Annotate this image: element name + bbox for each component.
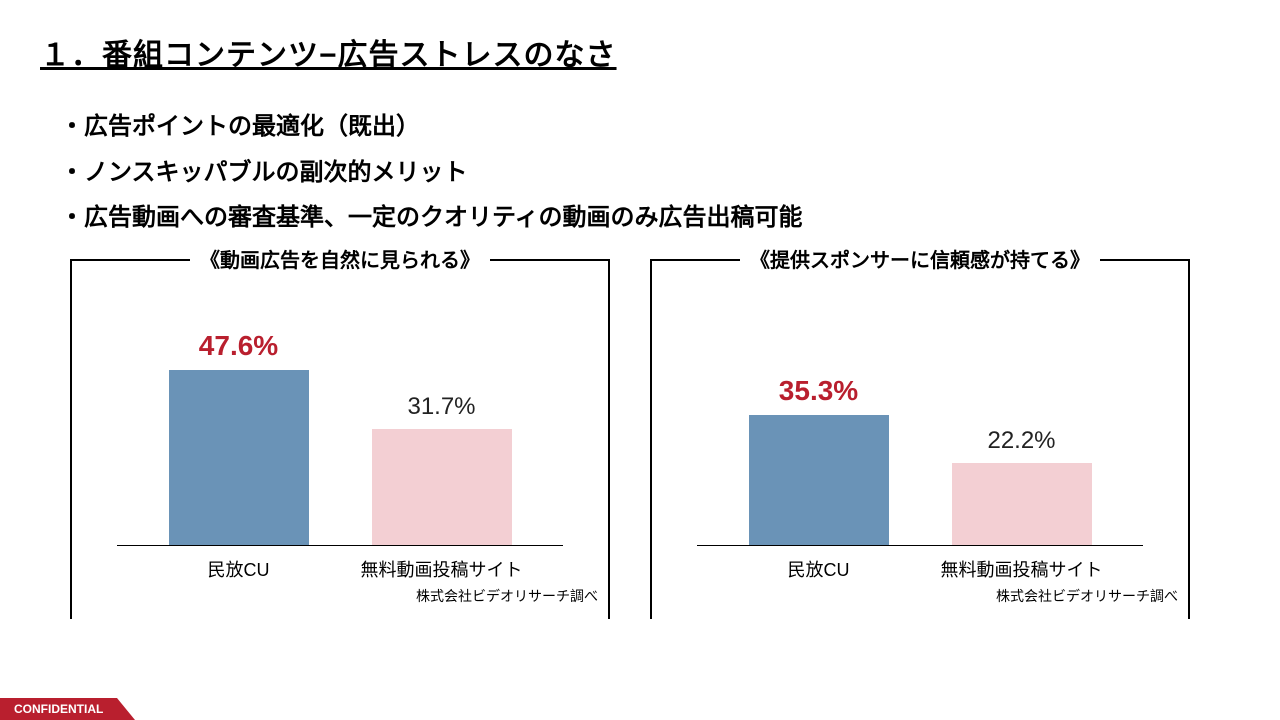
bar-value-label: 31.7%	[407, 393, 475, 421]
confidential-badge-triangle	[117, 698, 135, 720]
bar	[372, 429, 512, 545]
category-labels: 民放CU 無料動画投稿サイト	[697, 556, 1143, 582]
bar-value-label: 22.2%	[987, 427, 1055, 455]
chart-area: 47.6% 31.7%	[117, 286, 563, 546]
chart-frame: 《動画広告を自然に見られる》 47.6% 31.7%	[70, 259, 610, 619]
category-label: 無料動画投稿サイト	[920, 556, 1123, 582]
charts-row: 《動画広告を自然に見られる》 47.6% 31.7%	[40, 271, 1240, 619]
bar	[952, 463, 1092, 544]
bars-wrap: 35.3% 22.2%	[697, 285, 1143, 545]
chart-source: 株式会社ビデオリサーチ調べ	[72, 586, 608, 606]
category-label: 無料動画投稿サイト	[340, 556, 543, 582]
category-label: 民放CU	[717, 556, 920, 582]
slide: １．番組コンテンツ−広告ストレスのなさ ・広告ポイントの最適化（既出） ・ノンス…	[0, 0, 1280, 720]
bar-group: 35.3%	[717, 375, 920, 544]
confidential-label: CONFIDENTIAL	[0, 698, 117, 720]
chart-frame: 《提供スポンサーに信頼感が持てる》 35.3% 22.2%	[650, 259, 1190, 619]
bullet-list: ・広告ポイントの最適化（既出） ・ノンスキッパブルの副次的メリット ・広告動画へ…	[60, 104, 1240, 241]
category-label: 民放CU	[137, 556, 340, 582]
confidential-badge: CONFIDENTIAL	[0, 698, 135, 720]
bar	[169, 370, 309, 545]
chart-area: 35.3% 22.2%	[697, 286, 1143, 546]
slide-title: １．番組コンテンツ−広告ストレスのなさ	[40, 30, 1240, 74]
chart-baseline	[697, 545, 1143, 546]
bar	[749, 415, 889, 544]
bars-wrap: 47.6% 31.7%	[117, 285, 563, 545]
bullet-item: ・広告動画への審査基準、一定のクオリティの動画のみ広告出稿可能	[60, 195, 1240, 241]
bullet-item: ・ノンスキッパブルの副次的メリット	[60, 150, 1240, 196]
bar-group: 31.7%	[340, 393, 543, 545]
category-labels: 民放CU 無料動画投稿サイト	[117, 556, 563, 582]
chart-title: 《動画広告を自然に見られる》	[190, 244, 490, 273]
bar-value-label: 47.6%	[199, 330, 278, 362]
chart-title: 《提供スポンサーに信頼感が持てる》	[740, 244, 1100, 273]
chart-baseline	[117, 545, 563, 546]
chart-source: 株式会社ビデオリサーチ調べ	[652, 586, 1188, 606]
bullet-item: ・広告ポイントの最適化（既出）	[60, 104, 1240, 150]
bar-group: 47.6%	[137, 330, 340, 545]
chart-right: 《提供スポンサーに信頼感が持てる》 35.3% 22.2%	[650, 271, 1190, 619]
bar-group: 22.2%	[920, 427, 1123, 544]
chart-left: 《動画広告を自然に見られる》 47.6% 31.7%	[70, 271, 610, 619]
bar-value-label: 35.3%	[779, 375, 858, 407]
